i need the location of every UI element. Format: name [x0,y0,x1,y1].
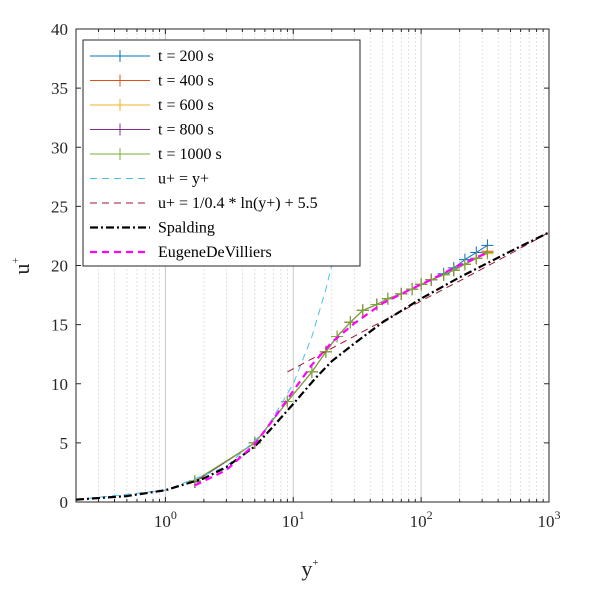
x-tick-label: 102 [410,508,433,531]
y-axis-label: u+ [9,257,34,274]
y-tick-label: 40 [51,20,68,39]
series-line [287,231,550,373]
legend-label: u+ = y+ [158,171,209,188]
x-tick-label: 103 [538,508,561,531]
legend-label: t = 600 s [158,97,214,114]
x-axis-label-sup: + [312,557,318,569]
data-point-marker [481,246,494,259]
legend-item: EugeneDeVilliers [90,244,272,261]
legend-item: t = 400 s [90,73,214,90]
data-point-marker [425,273,438,286]
x-axis-label: y+ [301,556,318,581]
data-point-marker [281,395,294,408]
legend-item: u+ = y+ [90,171,209,188]
series-u-1-0-4-ln-y-5-5 [287,231,550,373]
y-tick-label: 30 [51,138,68,157]
y-tick-label: 0 [60,493,69,512]
x-tick-label: 101 [282,508,305,531]
legend-marker [114,50,126,62]
y-tick-label: 35 [51,79,68,98]
legend-item: u+ = 1/0.4 * ln(y+) + 5.5 [90,195,318,212]
legend-label: t = 1000 s [158,146,222,163]
legend-label: EugeneDeVilliers [158,244,272,261]
x-axis-label-base: y [301,556,312,581]
y-tick-label: 5 [60,434,69,453]
x-tick-label-base: 10 [282,512,299,531]
x-tick-label: 100 [154,508,177,531]
y-axis-label-base: u [9,264,34,275]
legend-marker [114,74,126,87]
legend-item: t = 600 s [90,97,214,114]
data-point-marker [331,330,344,343]
data-point-marker [415,278,428,291]
series-line [194,251,488,487]
series-eugenedevilliers [194,251,488,487]
legend-items: t = 200 s t = 400 s t = 600 s t = 800 s t = … [90,48,318,261]
legend-box [82,39,361,267]
x-tick-label-base: 10 [154,512,171,531]
legend-item: Spalding [90,220,215,237]
y-axis-label-sup: + [10,257,22,263]
legend-label: t = 200 s [158,48,214,65]
y-tick-label: 20 [51,257,68,276]
legend-label: t = 400 s [158,73,214,90]
legend-marker [114,123,126,136]
x-tick-label-exp: 3 [555,508,561,522]
legend-label: Spalding [158,220,215,237]
data-point-marker [381,292,394,305]
data-point-marker [356,304,369,317]
x-tick-label-base: 10 [538,512,555,531]
data-point-marker [305,365,318,378]
legend-item: t = 1000 s [90,146,222,163]
legend-label: t = 800 s [158,122,214,139]
x-tick-label-base: 10 [410,512,427,531]
legend-item: t = 200 s [90,48,214,65]
ticks [75,28,550,503]
legend-marker [114,148,126,160]
legend-marker [114,99,126,111]
x-tick-label-exp: 1 [299,508,305,522]
x-tick-label-exp: 2 [427,508,433,522]
y-tick-label: 25 [51,197,68,216]
legend: t = 200 s t = 400 s t = 600 s t = 800 s t = … [82,39,361,267]
series-t-1000-s [188,246,494,487]
data-point-marker [406,283,419,296]
legend-label: u+ = 1/0.4 * ln(y+) + 5.5 [158,195,318,212]
y-tick-label: 15 [51,316,68,335]
data-point-marker [395,287,408,300]
series-spalding [75,231,550,501]
series-layer [75,231,550,501]
x-tick-label-exp: 0 [171,508,177,522]
series-line [75,231,550,501]
y-tick-label: 10 [51,375,68,394]
legend-item: t = 800 s [90,122,214,139]
